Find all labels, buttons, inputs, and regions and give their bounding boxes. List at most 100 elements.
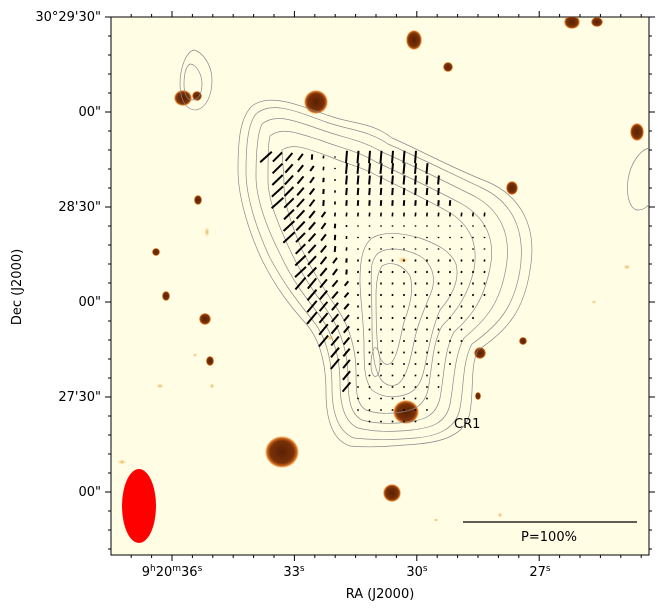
x-tick-label-1: 33s — [283, 564, 305, 580]
polarization-vector — [284, 174, 294, 186]
y-tick-label-0: 30°29'30" — [35, 10, 101, 25]
optical-source — [506, 181, 518, 195]
polarization-vector — [379, 163, 383, 174]
optical-source — [474, 347, 486, 359]
polarization-vector — [356, 351, 360, 354]
polarization-vector — [345, 187, 348, 196]
polarization-vector — [296, 198, 305, 208]
polarization-vector — [379, 150, 383, 164]
polarization-vector — [437, 187, 440, 196]
polarization-vector — [284, 163, 294, 174]
polarization-vector — [379, 397, 383, 400]
polarization-vector — [356, 362, 360, 366]
optical-source — [192, 91, 202, 101]
polarization-vector — [306, 266, 318, 278]
faint-source — [623, 264, 631, 270]
polarization-vector — [356, 163, 360, 174]
polarization-vector — [319, 256, 328, 265]
polarization-vector — [308, 210, 316, 219]
polarization-vector — [306, 311, 318, 325]
contour-level-3 — [255, 118, 508, 432]
polarization-vector — [414, 187, 417, 196]
polarization-vector — [330, 335, 340, 347]
polarization-vector — [402, 175, 406, 185]
polarization-vector — [283, 186, 295, 197]
polarization-vector — [356, 339, 360, 343]
polarization-vector — [320, 233, 327, 242]
polarization-vector — [379, 187, 383, 196]
polarization-vector — [343, 280, 350, 287]
polarization-vector — [345, 175, 348, 185]
optical-sources — [117, 17, 644, 522]
contour-isolated-2 — [183, 63, 203, 101]
contour-level-2 — [245, 107, 522, 440]
polarization-vector — [402, 150, 406, 164]
polarization-vector — [282, 220, 296, 232]
y-axis-title: Dec (J2000) — [10, 249, 25, 325]
faint-source — [397, 256, 409, 264]
polarization-vector — [356, 374, 360, 377]
polarization-vector — [294, 243, 307, 255]
polarization-vector — [330, 324, 340, 335]
polarization-vector — [368, 408, 371, 412]
polarization-vector — [318, 301, 329, 312]
polarization-vector — [270, 196, 285, 210]
polarization-vector — [425, 175, 429, 185]
polarization-vector — [368, 420, 371, 423]
faint-source — [497, 512, 503, 518]
polarization-vector — [330, 347, 340, 358]
polarization-vector — [341, 381, 352, 393]
x-tick-label-2: 30s — [406, 564, 428, 580]
polarization-vector — [343, 314, 350, 322]
polarization-vector — [308, 221, 316, 231]
polarization-vector — [306, 300, 318, 313]
polarization-vector — [318, 312, 329, 324]
polarization-vector — [295, 232, 306, 243]
optical-source — [630, 123, 644, 141]
polarization-vector — [271, 185, 284, 198]
polarization-vector — [391, 163, 394, 174]
faint-source — [209, 383, 215, 389]
optical-source — [443, 62, 453, 72]
optical-source — [591, 17, 603, 27]
polarization-vector — [297, 153, 304, 161]
polarization-vector — [297, 164, 304, 173]
polarization-vector — [272, 151, 283, 163]
polarization-vector — [343, 291, 350, 299]
polarization-vector — [368, 187, 371, 196]
polarization-vector — [319, 289, 328, 301]
faint-source — [433, 518, 439, 522]
optical-source — [152, 248, 160, 256]
polarization-vector — [368, 150, 371, 164]
polarization-vector — [307, 277, 317, 290]
polarization-vector — [379, 175, 383, 185]
y-tick-label-1: 00" — [78, 105, 101, 120]
polarization-vector — [320, 244, 327, 254]
polarization-vector — [296, 175, 305, 185]
polarization-vector — [282, 231, 296, 244]
faint-source — [591, 300, 597, 304]
polarization-vector — [308, 187, 316, 196]
polarization-vector — [319, 267, 328, 277]
polarization-vectors — [259, 150, 486, 423]
polarization-vector — [391, 150, 394, 164]
optical-source — [206, 356, 214, 366]
polarization-vector — [307, 232, 317, 243]
polarization-vector — [318, 323, 329, 336]
polarization-vector — [320, 222, 327, 230]
optical-source — [475, 392, 481, 400]
polarization-vector — [368, 385, 371, 389]
contour-level-8 — [375, 263, 412, 365]
polarization-vector — [308, 199, 316, 207]
optical-source — [383, 484, 401, 502]
contour-isolated-1 — [179, 49, 213, 111]
polarization-vector — [414, 150, 417, 164]
polarization-vector — [283, 197, 295, 209]
optical-source — [393, 400, 419, 424]
polarization-vector — [309, 176, 315, 184]
polarization-vector — [379, 408, 383, 412]
scale-label: P=100% — [521, 530, 577, 545]
contour-level-7 — [370, 248, 434, 386]
polarization-vector — [345, 163, 348, 174]
